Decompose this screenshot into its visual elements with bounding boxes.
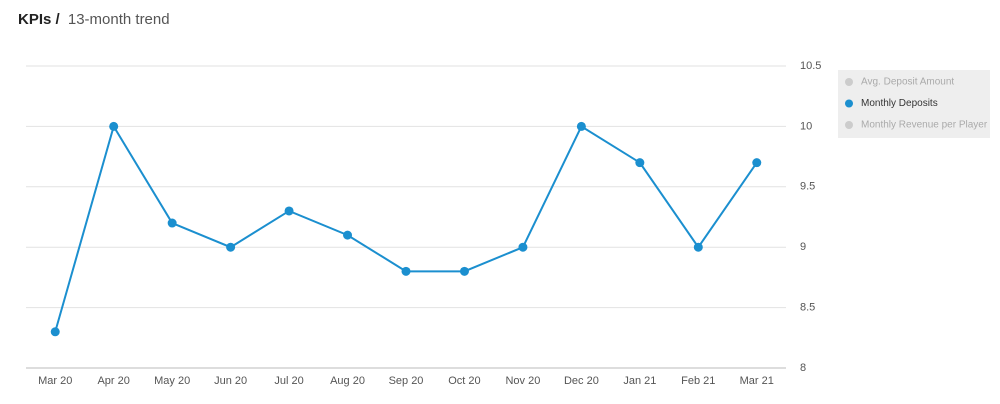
y-tick-label: 10.5 bbox=[800, 60, 821, 72]
data-point bbox=[284, 206, 294, 216]
x-tick-label: Nov 20 bbox=[505, 375, 540, 387]
x-tick-label: Apr 20 bbox=[97, 375, 129, 387]
data-point bbox=[226, 242, 236, 252]
x-tick-label: Sep 20 bbox=[389, 375, 424, 387]
legend-box bbox=[838, 70, 990, 138]
legend-marker[interactable] bbox=[845, 78, 853, 86]
data-point bbox=[167, 218, 177, 228]
data-point bbox=[50, 327, 60, 337]
x-tick-label: May 20 bbox=[154, 375, 190, 387]
y-tick-label: 8 bbox=[800, 362, 806, 374]
legend-marker[interactable] bbox=[845, 99, 853, 108]
data-point bbox=[693, 242, 703, 252]
legend-label[interactable]: Monthly Revenue per Player bbox=[861, 120, 988, 131]
chart-title-group: KPIs / 13-month trend bbox=[18, 11, 170, 28]
x-tick-label: Mar 21 bbox=[740, 375, 774, 387]
y-tick-label: 9.5 bbox=[800, 181, 815, 193]
legend-label[interactable]: Monthly Deposits bbox=[861, 98, 938, 109]
y-tick-label: 9 bbox=[800, 241, 806, 253]
chart-subtitle: 13-month trend bbox=[68, 11, 170, 28]
legend-label[interactable]: Avg. Deposit Amount bbox=[861, 77, 954, 88]
chart-title: KPIs / bbox=[18, 11, 61, 28]
data-point bbox=[459, 266, 469, 276]
x-tick-label: Jun 20 bbox=[214, 375, 247, 387]
data-point bbox=[343, 230, 353, 240]
y-tick-label: 8.5 bbox=[800, 302, 815, 314]
data-point bbox=[401, 266, 411, 276]
series-line bbox=[54, 123, 758, 333]
x-tick-label: Jul 20 bbox=[274, 375, 303, 387]
data-point bbox=[752, 158, 762, 168]
x-tick-label: Dec 20 bbox=[564, 375, 599, 387]
x-tick-label: Jan 21 bbox=[623, 375, 656, 387]
y-tick-label: 10 bbox=[800, 120, 812, 132]
data-point bbox=[109, 121, 119, 131]
x-tick-label: Aug 20 bbox=[330, 375, 365, 387]
data-point bbox=[635, 158, 645, 168]
x-tick-label: Feb 21 bbox=[681, 375, 715, 387]
data-point bbox=[518, 242, 528, 252]
data-point bbox=[576, 121, 586, 131]
x-tick-label: Oct 20 bbox=[448, 375, 480, 387]
x-tick-label: Mar 20 bbox=[38, 375, 72, 387]
legend-marker[interactable] bbox=[845, 121, 853, 129]
